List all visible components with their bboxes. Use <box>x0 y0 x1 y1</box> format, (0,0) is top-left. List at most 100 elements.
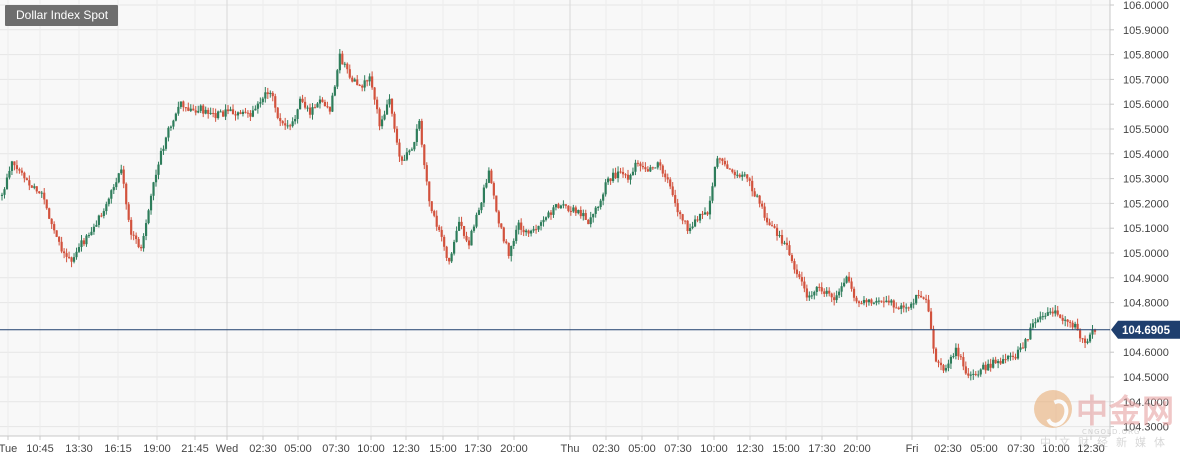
x-tick-label: 07:30 <box>1007 443 1035 455</box>
candle <box>50 218 53 229</box>
candle <box>67 251 71 260</box>
candle <box>629 173 632 185</box>
y-tick-label: 104.5000 <box>1123 372 1169 384</box>
x-tick-label: 17:30 <box>808 443 836 455</box>
candle <box>880 300 883 304</box>
candle <box>644 162 647 172</box>
candle <box>855 295 858 304</box>
candle <box>443 234 446 251</box>
candle <box>144 219 148 241</box>
candle <box>820 282 823 295</box>
candle <box>527 229 530 238</box>
candle <box>323 99 327 107</box>
candle <box>703 207 707 215</box>
candle <box>361 84 364 92</box>
chart-background <box>0 0 1110 436</box>
candle <box>713 166 717 188</box>
candle <box>105 201 108 215</box>
x-tick-label: Tue <box>0 443 17 455</box>
candle <box>269 90 272 98</box>
candle <box>716 155 719 169</box>
candle <box>48 207 51 220</box>
candle <box>453 239 456 256</box>
candle <box>664 169 667 182</box>
y-tick-label: 105.2000 <box>1123 198 1169 210</box>
candle <box>497 209 500 228</box>
x-tick-label: Thu <box>561 443 580 455</box>
candle <box>1011 351 1015 361</box>
candle <box>910 301 913 310</box>
candle <box>226 105 230 115</box>
x-tick-label: 15:00 <box>429 443 457 455</box>
candle <box>614 167 617 180</box>
candle <box>761 200 764 209</box>
candle <box>475 212 478 229</box>
candle <box>867 298 871 306</box>
candle <box>135 232 138 244</box>
candle <box>189 104 192 113</box>
candle <box>1021 342 1025 349</box>
candle <box>420 118 423 148</box>
candle <box>291 117 294 128</box>
candle <box>1041 312 1044 321</box>
y-tick-label: 105.5000 <box>1123 124 1169 136</box>
candle <box>408 149 411 156</box>
candle <box>140 244 143 252</box>
x-tick-label: Wed <box>216 443 238 455</box>
x-tick-label: 07:30 <box>664 443 692 455</box>
y-tick-label: 105.9000 <box>1123 25 1169 37</box>
candle <box>127 202 130 223</box>
candle <box>130 217 133 240</box>
x-tick-label: 12:30 <box>392 443 420 455</box>
candle <box>833 292 836 306</box>
candle <box>445 245 448 262</box>
candle <box>972 369 975 380</box>
candle <box>1074 321 1077 330</box>
candle <box>592 213 595 223</box>
candle <box>621 167 625 178</box>
candle <box>251 105 254 118</box>
candle <box>398 138 401 162</box>
candle <box>117 172 120 184</box>
candle <box>661 164 664 178</box>
candle <box>1078 328 1082 342</box>
candle <box>346 62 349 74</box>
candle <box>197 105 200 114</box>
candle <box>1044 312 1047 320</box>
candle <box>338 49 341 74</box>
x-tick-label: 02:30 <box>249 443 277 455</box>
candle <box>676 198 679 217</box>
candle <box>202 103 205 118</box>
candle <box>368 73 371 86</box>
candle <box>746 173 749 183</box>
candle <box>470 229 473 246</box>
candle <box>110 189 113 204</box>
candle <box>1056 305 1059 317</box>
candle <box>534 224 538 234</box>
candle <box>790 253 794 264</box>
candle <box>982 362 985 370</box>
candle <box>942 363 945 374</box>
candle <box>500 223 503 230</box>
candle <box>480 202 483 214</box>
candle <box>92 223 96 235</box>
candle <box>375 96 379 114</box>
candle <box>994 356 997 364</box>
candle <box>810 291 813 300</box>
candle <box>1046 307 1049 317</box>
candle <box>3 187 6 199</box>
candle <box>751 175 754 197</box>
candle <box>669 177 672 190</box>
candle <box>984 361 987 374</box>
candle <box>798 271 801 280</box>
candle <box>654 167 657 169</box>
candle <box>554 203 558 211</box>
candle <box>30 185 33 188</box>
candle <box>336 68 339 90</box>
candle <box>132 231 135 241</box>
candle <box>440 226 443 242</box>
candle <box>490 168 493 184</box>
y-tick-label: 105.4000 <box>1123 149 1169 161</box>
candle <box>698 213 702 224</box>
candle <box>957 343 960 360</box>
